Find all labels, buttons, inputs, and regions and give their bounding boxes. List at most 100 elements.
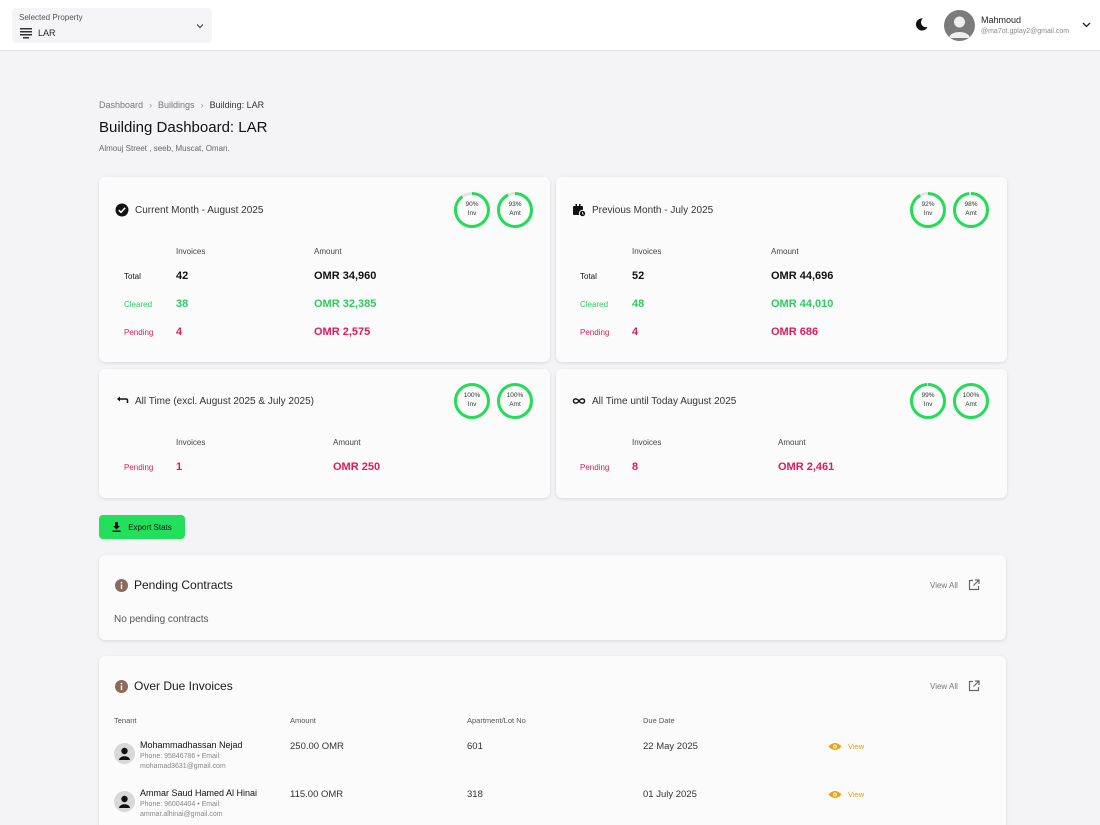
col-amount: Amount [290, 716, 316, 725]
col-due-date: Due Date [643, 716, 675, 725]
view-label: View [848, 742, 865, 751]
chevron-right-icon: › [149, 100, 153, 110]
row-label-pending: Pending [124, 463, 154, 472]
page-title: Building Dashboard: LAR [99, 119, 268, 136]
breadcrumb-dashboard[interactable]: Dashboard [99, 100, 144, 110]
cleared-amount: OMR 44,010 [771, 298, 834, 310]
row-label-pending: Pending [580, 463, 610, 472]
col-invoices: Invoices [176, 247, 206, 256]
ring-percent: 98% [964, 201, 978, 208]
col-invoices: Invoices [176, 438, 206, 447]
invoice-progress-ring: 92% Inv [909, 191, 947, 229]
pending-amount: OMR 686 [771, 326, 819, 338]
row-label-cleared: Cleared [580, 300, 609, 309]
card-title: Current Month - August 2025 [135, 205, 264, 216]
table-row: Ammar Saud Hamed Al Hinai Phone: 9600440… [99, 782, 1006, 825]
ring-percent: 92% [921, 201, 935, 208]
dark-mode-icon[interactable] [914, 17, 929, 32]
check-circle-icon [115, 203, 129, 217]
view-all-link[interactable]: View All [930, 680, 980, 692]
view-label: View [848, 790, 865, 799]
view-all-label: View All [930, 681, 958, 691]
eye-icon [828, 743, 842, 750]
col-tenant: Tenant [114, 716, 137, 725]
section-title: Pending Contracts [134, 578, 233, 592]
row-label-total: Total [124, 272, 141, 281]
breadcrumb-buildings[interactable]: Buildings [158, 100, 195, 110]
export-stats-label: Export Stats [128, 522, 172, 532]
avatar [114, 791, 135, 812]
amount-progress-ring: 93% Amt [496, 191, 534, 229]
due-date: 22 May 2025 [643, 741, 698, 752]
empty-message: No pending contracts [114, 614, 209, 625]
col-amount: Amount [314, 247, 342, 256]
invoice-amount: 115.00 OMR [290, 789, 344, 800]
col-amount: Amount [771, 247, 799, 256]
tenant-contact: Phone: 96004404 • Email: ammar.alhinai@g… [140, 801, 223, 818]
row-label-cleared: Cleared [124, 300, 153, 309]
apartment-no: 318 [467, 789, 483, 800]
property-value: LAR [38, 28, 56, 38]
person-icon [119, 747, 130, 760]
property-selector[interactable]: Selected Property LAR [12, 8, 212, 43]
user-name: Mahmoud [981, 15, 1022, 25]
pending-count: 1 [176, 461, 183, 473]
col-invoices: Invoices [632, 247, 662, 256]
ring-label: Amt [965, 210, 977, 217]
external-link-icon [968, 680, 980, 692]
view-all-link[interactable]: View All [930, 579, 980, 591]
previous-month-card: Previous Month - July 2025 92% Inv 98% A… [556, 177, 1007, 362]
breadcrumb: Dashboard › Buildings › Building: LAR [99, 100, 264, 110]
amount-progress-ring: 100% Amt [496, 382, 534, 420]
view-button[interactable]: View [828, 742, 864, 751]
ring-percent: 100% [463, 392, 481, 399]
col-invoices: Invoices [632, 438, 662, 447]
top-bar: Selected Property LAR Mahmoud @ma7ot.gpl… [0, 0, 1100, 51]
pending-amount: OMR 2,461 [778, 461, 835, 473]
property-caption: Selected Property [19, 13, 83, 22]
eye-icon [828, 791, 842, 798]
total-amount: OMR 34,960 [314, 270, 377, 282]
tenant-name: Mohammadhassan Nejad [140, 740, 243, 750]
ring-label: Inv [923, 210, 933, 217]
user-email: @ma7ot.gplay2@gmail.com [981, 28, 1070, 35]
overdue-invoices-section: Over Due Invoices View All Tenant Amount… [99, 656, 1006, 825]
calendar-clock-icon [573, 204, 586, 217]
chevron-right-icon: › [200, 100, 204, 110]
card-title: Previous Month - July 2025 [592, 205, 714, 216]
view-all-label: View All [930, 580, 958, 590]
pending-count: 4 [632, 326, 639, 338]
view-button[interactable]: View [828, 790, 864, 799]
invoice-progress-ring: 90% Inv [453, 191, 491, 229]
ring-label: Inv [923, 401, 933, 408]
all-time-until-today-card: All Time until Today August 2025 99% Inv… [556, 369, 1007, 498]
info-icon [115, 579, 128, 592]
table-row: Mohammadhassan Nejad Phone: 95846786 • E… [99, 734, 1006, 782]
undo-icon [117, 396, 129, 403]
row-label-total: Total [580, 272, 597, 281]
breadcrumb-current: Building: LAR [209, 100, 265, 110]
invoice-progress-ring: 99% Inv [909, 382, 947, 420]
ring-label: Amt [965, 401, 977, 408]
section-title: Over Due Invoices [134, 679, 233, 693]
tenant-name: Ammar Saud Hamed Al Hinai [140, 788, 258, 798]
cleared-amount: OMR 32,385 [314, 298, 377, 310]
ring-label: Inv [467, 401, 477, 408]
cleared-count: 48 [632, 298, 645, 310]
person-icon [119, 795, 130, 808]
col-amount: Amount [333, 438, 361, 447]
col-apartment: Apartment/Lot No [467, 716, 526, 725]
avatar[interactable] [944, 10, 975, 41]
export-stats-button[interactable]: Export Stats [99, 515, 185, 539]
ring-percent: 90% [465, 201, 479, 208]
ring-label: Inv [467, 210, 477, 217]
all-time-excl-card: All Time (excl. August 2025 & July 2025)… [99, 369, 550, 498]
cleared-count: 38 [176, 298, 189, 310]
avatar [114, 743, 135, 764]
pending-amount: OMR 250 [333, 461, 381, 473]
ring-percent: 100% [962, 392, 980, 399]
chevron-down-icon[interactable] [1082, 20, 1091, 29]
ring-percent: 93% [508, 201, 522, 208]
amount-progress-ring: 100% Amt [952, 382, 990, 420]
list-icon [20, 28, 32, 39]
